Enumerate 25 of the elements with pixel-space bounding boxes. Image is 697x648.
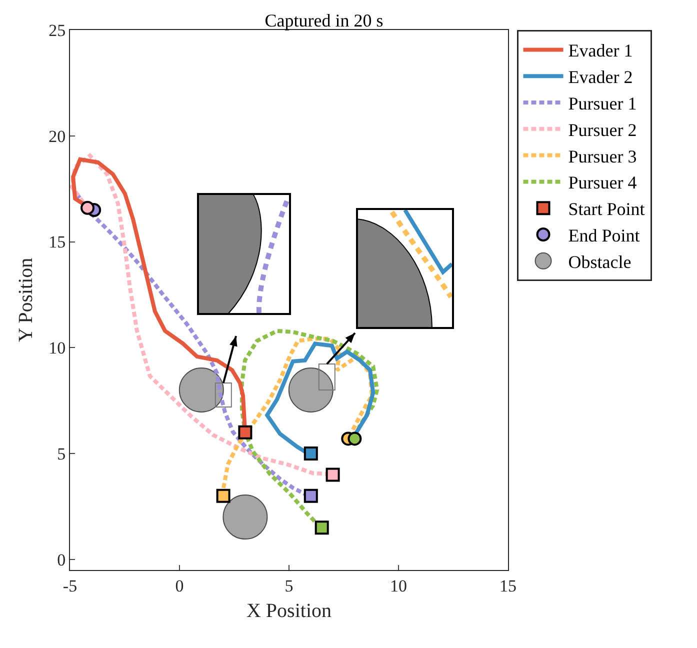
legend-label: Pursuer 4 (568, 172, 637, 193)
point (238, 425, 252, 440)
x-tick-label: 10 (390, 576, 407, 596)
x-tick-label: 15 (500, 576, 516, 596)
legend-label: Evader 2 (568, 67, 633, 88)
y-axis-title: Y Position (15, 258, 38, 342)
x-axis-title: X Position (246, 600, 332, 622)
legend-label: Start Point (568, 199, 645, 220)
x-tick-label: 0 (175, 576, 184, 596)
legend-label: End Point (568, 226, 640, 246)
y-tick-label: 20 (48, 126, 66, 146)
legend-label: Pursuer 1 (568, 94, 637, 114)
legend-label: Evader 1 (568, 40, 633, 61)
y-tick-label: 15 (48, 232, 66, 252)
legend-label: Obstacle (568, 252, 632, 272)
y-tick-label: 25 (48, 20, 66, 40)
legend-label: Pursuer 3 (568, 146, 637, 166)
chart-title: Captured in 20 s (264, 10, 384, 30)
legend-label: Pursuer 2 (568, 120, 637, 140)
x-tick-label: -5 (62, 576, 78, 596)
point (304, 446, 318, 461)
y-tick-label: 0 (57, 550, 66, 570)
y-tick-label: 5 (57, 444, 66, 464)
y-tick-label: 10 (48, 338, 66, 358)
x-tick-label: 5 (284, 576, 294, 596)
